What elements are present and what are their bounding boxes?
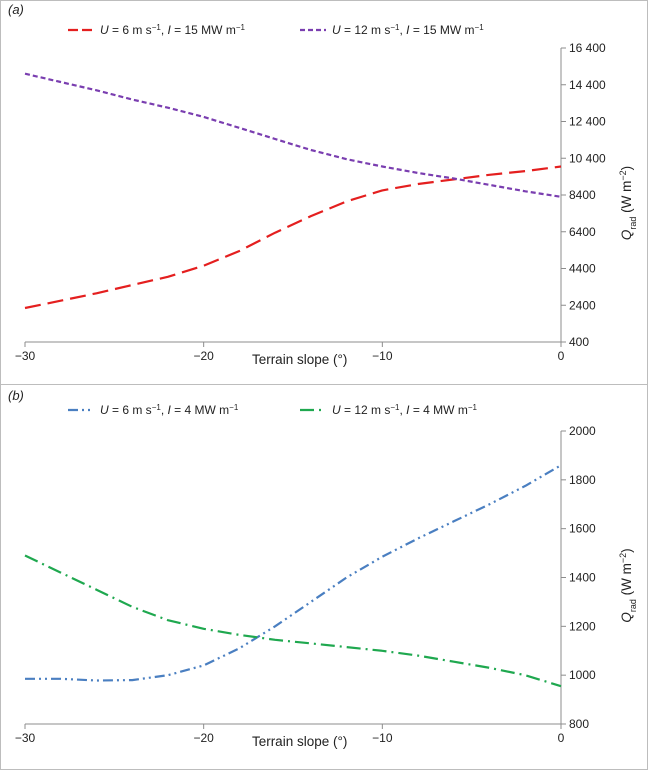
y-tick-label: 1200 xyxy=(569,619,596,633)
y-axis-label: Qrad (W m−2) xyxy=(618,166,638,240)
y-tick-label: 8400 xyxy=(569,188,596,202)
legend-label: U = 12 m s−1, I = 4 MW m−1 xyxy=(332,403,478,418)
y-tick-label: 10 400 xyxy=(569,151,606,165)
y-tick-label: 2400 xyxy=(569,298,596,312)
x-tick-label: 0 xyxy=(558,349,565,363)
panel-b: (b) −30 −20 −10 0 800 1000 1200 1400 1600 1800 2000… xyxy=(0,384,650,770)
x-axis-label: Terrain slope (°) xyxy=(252,734,347,749)
legend-label: U = 6 m s−1, I = 15 MW m−1 xyxy=(100,23,246,38)
y-tick-label: 800 xyxy=(569,717,589,731)
x-tick-label: 0 xyxy=(558,731,565,745)
x-axis-label: Terrain slope (°) xyxy=(252,352,347,367)
x-tick-label: −20 xyxy=(193,731,214,745)
y-tick-label: 16 400 xyxy=(569,41,606,55)
y-tick-label: 1800 xyxy=(569,473,596,487)
y-tick-label: 4400 xyxy=(569,262,596,276)
y-tick-label: 2000 xyxy=(569,424,596,438)
panel-label: (a) xyxy=(8,2,24,17)
y-tick-label: 1000 xyxy=(569,668,596,682)
y-tick-label: 12 400 xyxy=(569,115,606,129)
series-line-2 xyxy=(24,72,562,198)
x-tick-label: −30 xyxy=(15,349,36,363)
series-line-2 xyxy=(24,554,562,688)
y-tick-label: 14 400 xyxy=(569,78,606,92)
chart-b: (b) −30 −20 −10 0 800 1000 1200 1400 1600 1800 2000… xyxy=(8,388,638,749)
panel-label: (b) xyxy=(8,388,24,403)
x-tick-label: −10 xyxy=(372,731,393,745)
legend-label: U = 12 m s−1, I = 15 MW m−1 xyxy=(332,23,484,38)
series-line-1 xyxy=(24,165,562,310)
series-line-1 xyxy=(25,464,562,682)
x-tick-label: −20 xyxy=(193,349,214,363)
legend-label: U = 6 m s−1, I = 4 MW m−1 xyxy=(100,403,239,418)
y-tick-label: 1400 xyxy=(569,571,596,585)
panel-a: (a) −30 −20 −10 0 400 2400 4400 6400 8400 10 400 12… xyxy=(0,0,650,385)
y-tick-label: 6400 xyxy=(569,225,596,239)
x-tick-label: −10 xyxy=(372,349,393,363)
y-tick-label: 400 xyxy=(569,335,589,349)
y-tick-label: 1600 xyxy=(569,522,596,536)
y-axis-label: Qrad (W m−2) xyxy=(618,548,638,622)
chart-a: (a) −30 −20 −10 0 400 2400 4400 6400 8400 10 400 12… xyxy=(8,2,638,367)
x-tick-label: −30 xyxy=(15,731,36,745)
